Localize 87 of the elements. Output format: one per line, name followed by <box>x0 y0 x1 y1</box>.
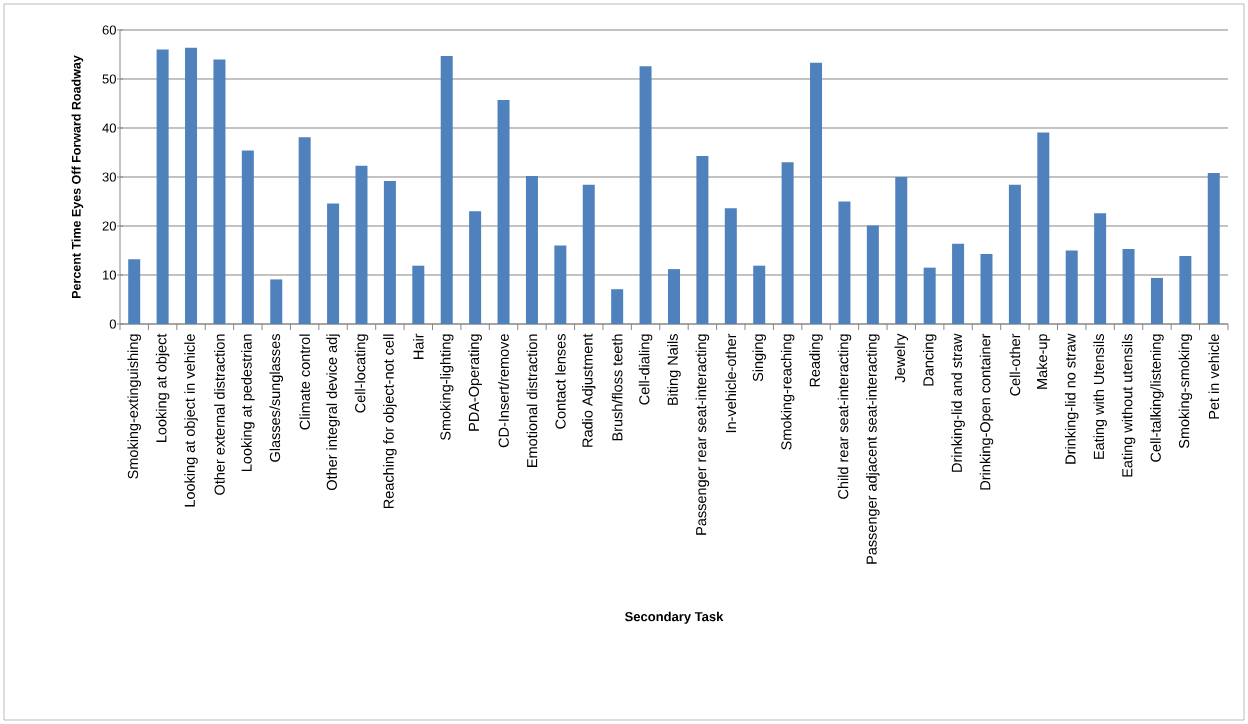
bar <box>838 201 851 324</box>
bar <box>582 184 595 324</box>
bar <box>1094 213 1107 324</box>
x-tick-label: Eating without utensils <box>1121 334 1136 477</box>
x-tick-label: Smoking-smoking <box>1178 334 1193 449</box>
x-tick-label: Smoking-lighting <box>439 334 454 441</box>
bar <box>554 245 567 324</box>
bar <box>156 49 169 324</box>
bar <box>810 62 823 324</box>
x-tick-label: Other integral device adj <box>326 334 340 490</box>
bar <box>980 253 993 324</box>
x-tick-label: Pet in vehicle <box>1208 334 1220 419</box>
bar <box>667 269 680 324</box>
x-tick-label: Brush/floss teeth <box>611 334 623 441</box>
y-tick-label: 40 <box>102 123 116 133</box>
y-tick-label: 20 <box>102 221 116 231</box>
bar <box>412 265 425 324</box>
x-tick-label: Cell-other <box>1009 333 1021 396</box>
bar <box>298 137 311 324</box>
bar <box>1037 132 1050 324</box>
x-tick-label: Drinking-lid and straw <box>951 333 965 472</box>
y-tick-label: 50 <box>102 74 116 84</box>
x-tick-label: Reaching for object-not cell <box>383 334 397 509</box>
bar <box>923 267 936 324</box>
x-tick-label: Child rear seat-interacting <box>837 334 852 499</box>
bar <box>355 165 368 324</box>
x-tick-label: Radio Adjustment <box>582 333 596 447</box>
x-tick-label: Dancing <box>922 334 937 386</box>
x-tick-label: Make-up <box>1036 334 1051 389</box>
bar <box>611 289 624 324</box>
x-tick-label: Drinking-lid no straw <box>1064 333 1079 464</box>
y-tick-label: 10 <box>103 270 116 280</box>
x-tick-label: Smoking-reaching <box>780 334 795 450</box>
x-tick-label: Other external distraction <box>214 334 225 495</box>
bar <box>1207 173 1220 324</box>
y-tick-label: 0 <box>109 319 116 329</box>
x-tick-label: Climate control <box>299 334 310 430</box>
x-tick-label: In-vehicle-other <box>725 333 737 433</box>
x-tick-label: Eating with Utensils <box>1093 334 1107 459</box>
x-tick-label: Singing <box>752 334 766 382</box>
x-tick-label: Biting Nails <box>667 334 681 405</box>
x-tick-label: Contact lenses <box>555 334 566 429</box>
bar <box>185 47 198 324</box>
bar <box>1179 255 1192 324</box>
bar <box>327 203 340 324</box>
bar <box>497 100 510 324</box>
bar <box>1065 250 1078 324</box>
bar <box>213 59 226 324</box>
bar <box>724 208 737 324</box>
x-tick-label: Smoking-extinguishing <box>127 334 141 479</box>
bar <box>1008 184 1021 324</box>
bar <box>781 162 794 324</box>
x-tick-label: Looking at object <box>155 333 170 442</box>
x-tick-label: PDA-Operating <box>468 334 482 431</box>
bar <box>895 177 908 324</box>
x-tick-label: Passenger rear seat-interacting <box>695 334 710 535</box>
bar <box>1150 277 1163 324</box>
bar <box>639 66 652 324</box>
bar <box>952 243 965 324</box>
x-tick-label: Cell-talking/listening <box>1150 334 1164 462</box>
x-tick-label: Jewelry <box>894 333 909 383</box>
x-axis-title: Secondary Task <box>624 611 724 624</box>
bar <box>696 155 709 324</box>
x-tick-label: Reading <box>809 334 823 387</box>
y-axis-title: Percent Time Eyes Off Forward Roadway <box>71 55 84 298</box>
bar <box>1122 249 1135 324</box>
x-tick-label: Looking at pedestrian <box>241 334 255 471</box>
x-tick-label: Cell-locating <box>354 334 369 413</box>
bar <box>440 55 453 324</box>
bar <box>469 211 482 324</box>
bar <box>270 279 283 324</box>
bar <box>241 150 254 324</box>
x-tick-label: Drinking-Open container <box>979 333 994 490</box>
x-tick-label: Emotional distraction <box>526 334 538 467</box>
bar <box>866 225 879 324</box>
bar <box>383 180 396 324</box>
bar <box>525 176 538 324</box>
x-tick-label: Cell-dialing <box>638 334 653 405</box>
y-tick-label: 30 <box>102 172 116 182</box>
bar <box>753 265 766 324</box>
x-tick-label: Glasses/sunglasses <box>269 334 284 462</box>
x-tick-label: Looking at object in vehicle <box>184 334 198 507</box>
x-tick-label: Hair <box>412 333 424 359</box>
bar <box>128 259 141 324</box>
x-tick-label: CD-Insert/remove <box>498 334 509 448</box>
y-tick-label: 60 <box>102 25 116 35</box>
x-tick-label: Passenger adjacent seat-interacting <box>866 334 880 564</box>
